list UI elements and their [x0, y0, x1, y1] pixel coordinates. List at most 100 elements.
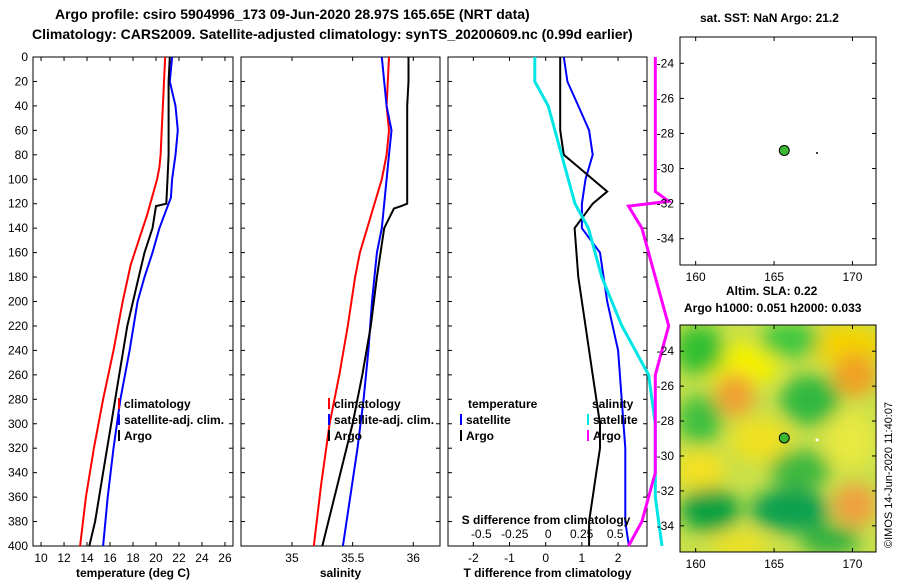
title-line-2: Climatology: CARS2009. Satellite-adjuste…: [32, 26, 633, 42]
sdiff-legend-title: salinity: [592, 397, 634, 411]
salinity-legend-label: satellite-adj. clim.: [334, 413, 434, 427]
depth-tick-label: 300: [8, 417, 28, 431]
sla-map-dot: [815, 438, 819, 442]
salinity-climatology-line: [312, 56, 391, 547]
sst_map-argo-marker: [778, 144, 790, 156]
temperature-xtick-label: 10: [34, 551, 48, 565]
sla_map-ytick-label: -30: [657, 449, 675, 463]
depth-tick-label: 180: [8, 270, 28, 284]
sst-map-title: sat. SST: NaN Argo: 21.2: [700, 11, 839, 25]
depth-tick-label: 140: [8, 221, 28, 235]
difference-xtick-label: 2: [615, 551, 622, 565]
temperature-legend-label: satellite-adj. clim.: [124, 413, 224, 427]
h-map-title: Argo h1000: 0.051 h2000: 0.033: [684, 301, 862, 315]
sdiff-xtick-label: -0.5: [471, 527, 492, 541]
salinity-xlabel: salinity: [320, 566, 362, 580]
depth-tick-label: 220: [8, 319, 28, 333]
depth-tick-label: 280: [8, 392, 28, 406]
sla_map-ytick-label: -24: [657, 344, 675, 358]
sst_map-ytick-label: -32: [657, 197, 675, 211]
sdiff-xtick-label: 0.25: [570, 527, 594, 541]
salinity-xtick-label: 36: [407, 551, 421, 565]
temperature-xtick-label: 12: [57, 551, 71, 565]
tdiff-argo-line: [559, 57, 609, 546]
sst-map-dot: [816, 152, 818, 154]
temperature-xtick-label: 14: [80, 551, 94, 565]
sla_map-frame: [679, 324, 877, 553]
sla_map-ytick-label: -28: [657, 414, 675, 428]
temperature-legend-label: climatology: [124, 397, 191, 411]
timestamp: ©IMOS 14-Jun-2020 11:40:07: [883, 402, 895, 548]
sst_map-ytick-label: -26: [657, 91, 675, 105]
sst_map-xtick-label: 160: [686, 270, 706, 284]
temperature-xtick-label: 18: [126, 551, 140, 565]
sdiff-xtick-label: -0.25: [501, 527, 529, 541]
depth-tick-label: 200: [8, 295, 28, 309]
temperature-xlabel: temperature (deg C): [76, 566, 190, 580]
difference-frame: [447, 56, 648, 547]
sla_map-ytick-label: -32: [657, 484, 675, 498]
sst_map-ytick-label: -28: [657, 126, 675, 140]
temperature-xtick-label: 22: [172, 551, 186, 565]
sla_map-argo-marker: [778, 432, 790, 444]
temperature-xtick-label: 24: [195, 551, 209, 565]
difference-xtick-label: 1: [579, 551, 586, 565]
sla_map-xtick-label: 165: [764, 557, 784, 571]
salinity-legend-label: Argo: [334, 429, 362, 443]
sst_map-ytick-label: -34: [657, 232, 675, 246]
depth-tick-label: 120: [8, 197, 28, 211]
depth-tick-label: 0: [21, 50, 28, 64]
depth-tick-label: 320: [8, 441, 28, 455]
tdiff-legend-title: temperature: [468, 397, 538, 411]
depth-tick-label: 80: [15, 148, 29, 162]
sdiff-argo-line: [626, 57, 673, 547]
temperature-legend-label: Argo: [124, 429, 152, 443]
salinity-satellite-line: [341, 56, 393, 547]
depth-tick-label: 380: [8, 515, 28, 529]
sst_map-xtick-label: 170: [842, 270, 862, 284]
temperature-satellite-line: [102, 56, 179, 547]
salinity-xtick-label: 35: [285, 551, 299, 565]
depth-tick-label: 360: [8, 490, 28, 504]
difference-xlabel: T difference from climatology: [463, 566, 631, 580]
sst_map-xtick-label: 165: [764, 270, 784, 284]
temperature-xtick-label: 26: [218, 551, 232, 565]
temperature-argo-line: [88, 56, 171, 547]
sdiff-xtick-label: 0.5: [607, 527, 624, 541]
difference-xtick-label: 0: [542, 551, 549, 565]
tdiff-legend-label: Argo: [466, 429, 494, 443]
difference-xtick-label: -1: [504, 551, 515, 565]
temperature-climatology-line: [79, 56, 167, 547]
depth-tick-label: 340: [8, 466, 28, 480]
depth-tick-label: 20: [15, 74, 29, 88]
sdiff-satellite-line: [533, 57, 664, 547]
salinity-legend-label: climatology: [334, 397, 401, 411]
depth-tick-label: 60: [15, 123, 29, 137]
depth-tick-label: 100: [8, 172, 28, 186]
sdiff-legend-label: Argo: [593, 429, 621, 443]
salinity-xtick-label: 35.5: [341, 551, 365, 565]
sdiff-xtick-label: 0: [545, 527, 552, 541]
salinity-argo-line: [321, 57, 410, 547]
sla_map-ytick-label: -26: [657, 379, 675, 393]
sla_map-xtick-label: 170: [842, 557, 862, 571]
sst_map-frame: [679, 36, 877, 266]
sdiff-legend-label: satellite: [593, 413, 638, 427]
sla_map-ytick-label: -34: [657, 519, 675, 533]
temperature-xtick-label: 16: [103, 551, 117, 565]
sla-map-title: Altim. SLA: 0.22: [726, 284, 818, 298]
depth-tick-label: 240: [8, 343, 28, 357]
depth-tick-label: 400: [8, 539, 28, 553]
temperature-xtick-label: 20: [149, 551, 163, 565]
sdiff-xlabel: S difference from climatology: [462, 513, 631, 527]
sla_map-xtick-label: 160: [686, 557, 706, 571]
difference-xtick-label: -2: [468, 551, 479, 565]
depth-tick-label: 260: [8, 368, 28, 382]
depth-tick-label: 160: [8, 246, 28, 260]
sla-heatmap: [680, 325, 876, 552]
tdiff-legend-label: satellite: [466, 413, 511, 427]
depth-tick-label: 40: [15, 99, 29, 113]
sst_map-ytick-label: -24: [657, 56, 675, 70]
sst_map-ytick-label: -30: [657, 162, 675, 176]
